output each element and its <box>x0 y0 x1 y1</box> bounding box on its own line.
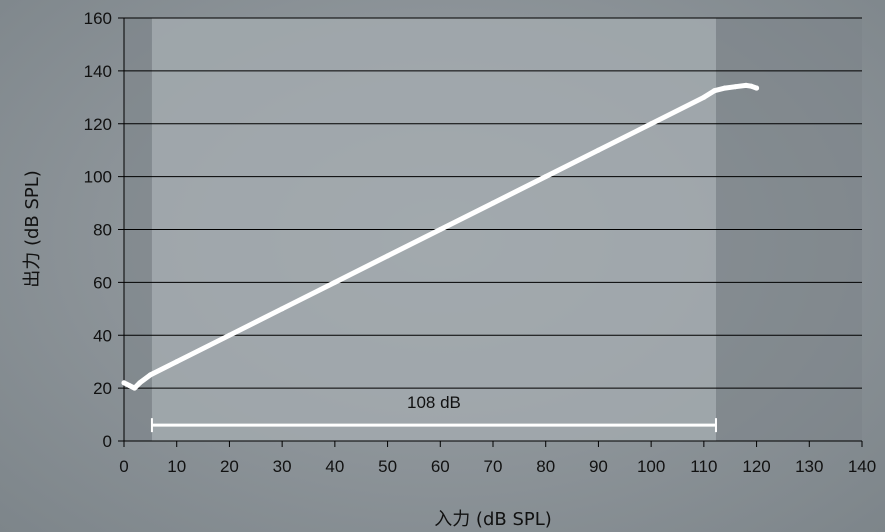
annotations: 108 dB <box>150 393 717 433</box>
data-point <box>226 332 232 338</box>
range-label: 108 dB <box>407 393 461 412</box>
data-point <box>279 306 285 312</box>
data-point <box>132 385 138 391</box>
data-point <box>332 279 338 285</box>
x-tick-label-40: 40 <box>325 457 344 476</box>
x-tick-label-10: 10 <box>167 457 186 476</box>
y-tick-label-140: 140 <box>84 62 112 81</box>
series-layer <box>121 82 760 391</box>
y-axis-title: 出力 (dB SPL) <box>22 170 43 288</box>
y-tick-label-0: 0 <box>103 432 112 451</box>
data-point <box>126 382 132 388</box>
gridlines <box>118 17 862 442</box>
data-point <box>754 85 760 91</box>
y-tick-label-120: 120 <box>84 115 112 134</box>
x-tick-label-110: 110 <box>690 457 717 476</box>
x-tick-label-50: 50 <box>378 457 397 476</box>
series-0-line <box>121 82 760 391</box>
x-tick-label-30: 30 <box>273 457 292 476</box>
data-point <box>595 147 601 153</box>
x-tick-label-80: 80 <box>536 457 555 476</box>
y-tick-label-160: 160 <box>84 9 112 28</box>
data-point <box>701 94 707 100</box>
data-point <box>543 174 549 180</box>
data-point <box>743 82 749 88</box>
data-point <box>147 372 153 378</box>
data-point <box>385 253 391 259</box>
x-tick-label-100: 100 <box>637 457 665 476</box>
data-point <box>437 227 443 232</box>
y-tick-label-60: 60 <box>93 273 112 292</box>
data-point <box>732 84 738 90</box>
data-point <box>748 83 754 89</box>
x-tick-label-0: 0 <box>119 457 128 476</box>
data-point <box>490 200 496 206</box>
x-tick-label-20: 20 <box>220 457 239 476</box>
y-tick-label-40: 40 <box>93 326 112 345</box>
x-axis-title: 入力 (dB SPL) <box>434 509 552 530</box>
x-tick-label-90: 90 <box>589 457 608 476</box>
x-tick-label-140: 140 <box>848 457 876 476</box>
x-tick-label-70: 70 <box>484 457 503 476</box>
y-axis-ticks: 0 20 40 60 80 100 120 140 160 <box>84 9 112 451</box>
x-axis-ticks: 0 10 20 30 40 50 60 70 80 90 100 110 120 130 140 <box>119 441 876 476</box>
data-point <box>648 121 654 127</box>
data-point <box>722 85 728 91</box>
y-tick-label-80: 80 <box>93 221 112 240</box>
y-tick-label-100: 100 <box>84 168 112 187</box>
data-point <box>121 380 127 386</box>
data-point <box>711 88 717 94</box>
data-point <box>174 359 180 365</box>
y-tick-label-20: 20 <box>93 379 112 398</box>
data-point <box>137 380 143 386</box>
x-tick-label-130: 130 <box>795 457 823 476</box>
x-tick-label-120: 120 <box>742 457 770 476</box>
x-tick-label-60: 60 <box>431 457 450 476</box>
